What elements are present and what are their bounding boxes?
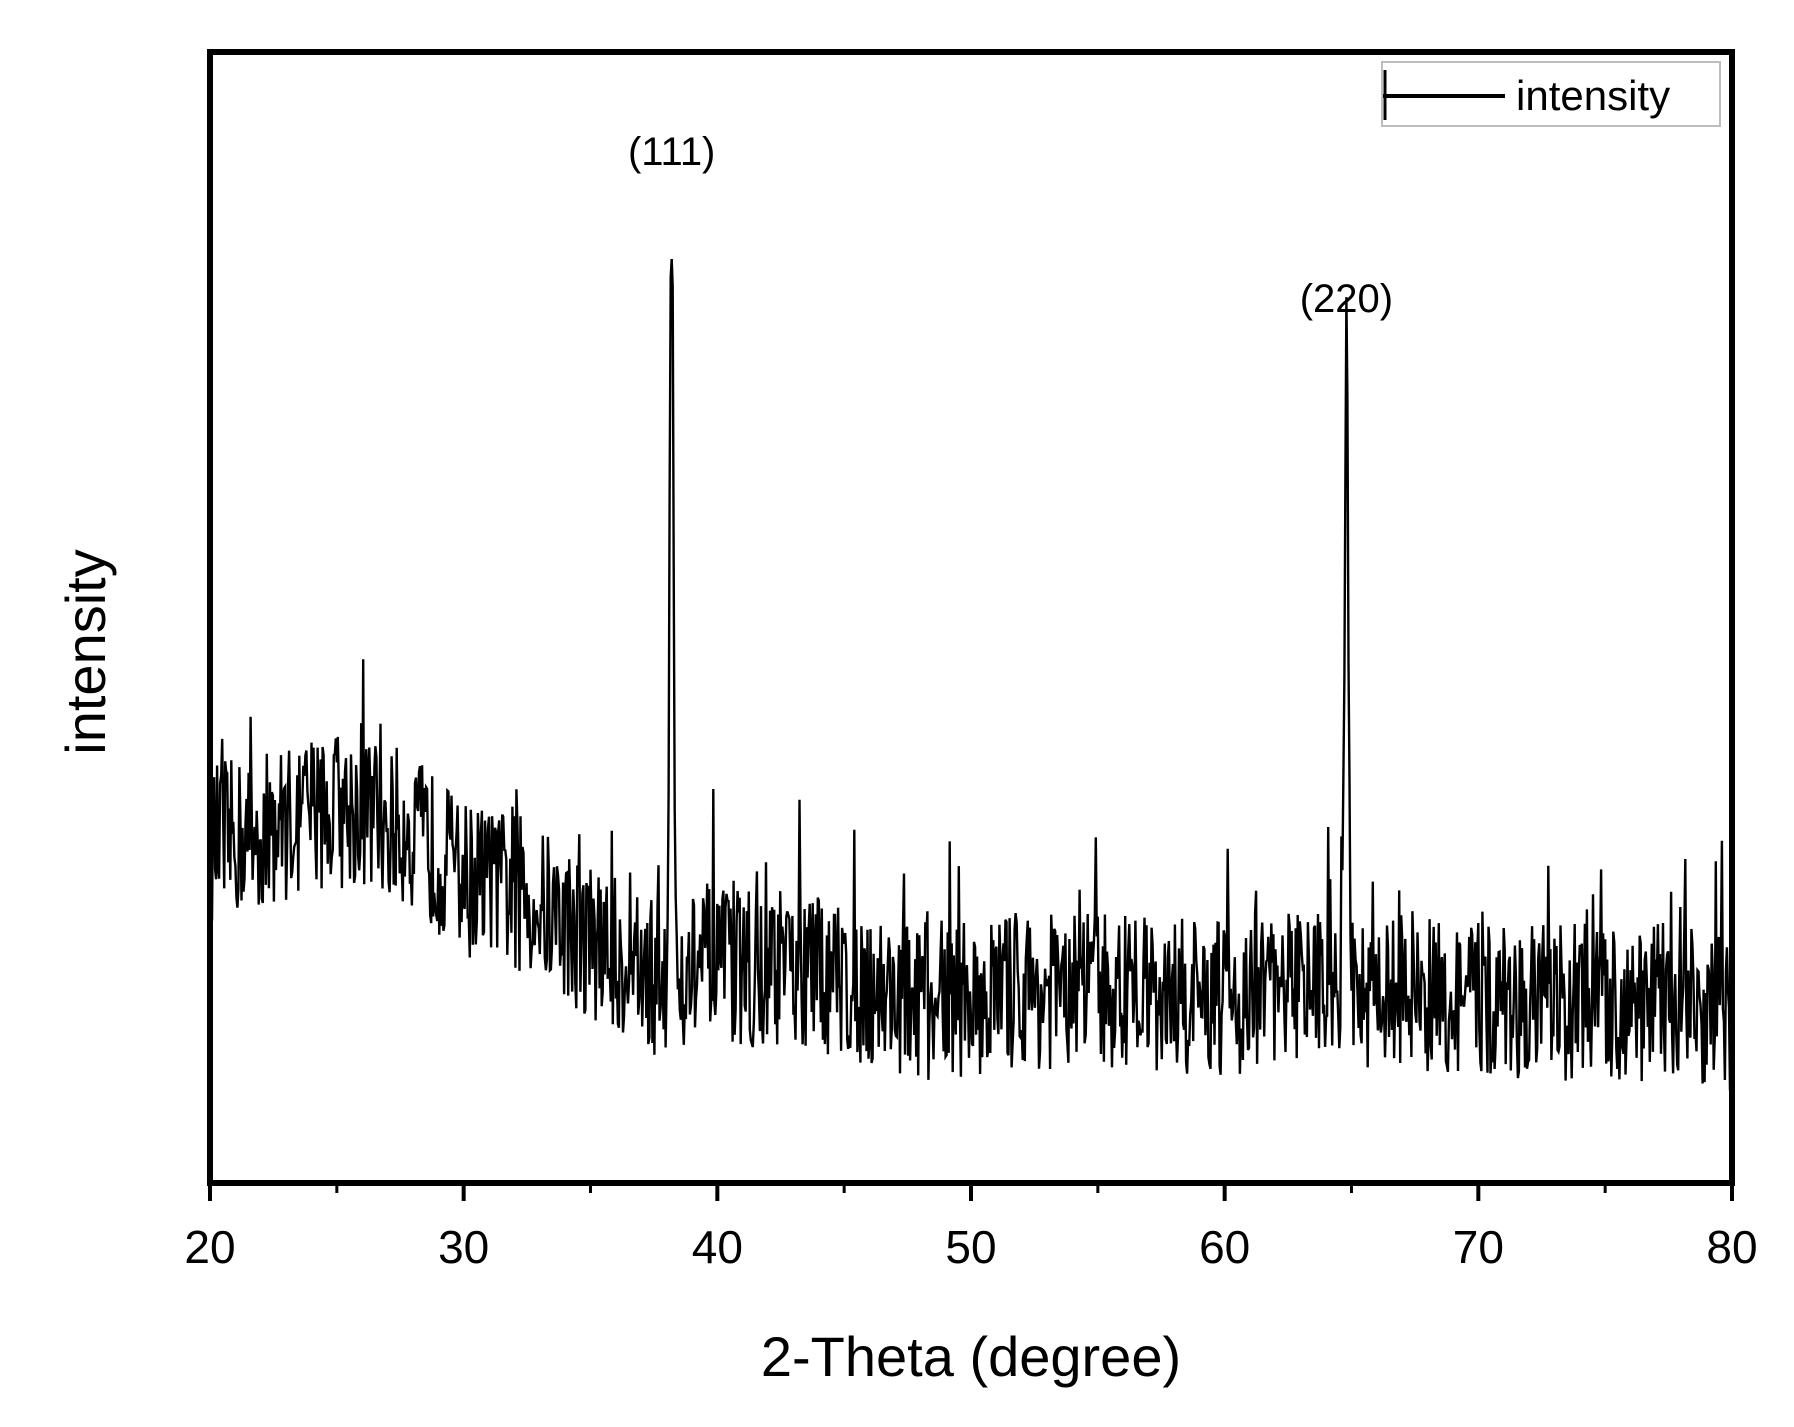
x-tick-label: 30 [438,1221,489,1273]
x-tick-label: 50 [945,1221,996,1273]
x-axis-title: 2-Theta (degree) [761,1325,1181,1388]
legend-label: intensity [1516,72,1670,119]
x-tick-label: 70 [1453,1221,1504,1273]
x-axis-ticks: 20 30 40 50 60 70 80 [184,1183,1758,1273]
y-axis-title: intensity [54,549,117,754]
peak-label: (220) [1300,277,1393,321]
x-tick-label: 40 [692,1221,743,1273]
x-tick-label: 80 [1706,1221,1757,1273]
legend: intensity [1381,61,1721,127]
peak-label: (111) [628,130,715,174]
x-tick-label: 60 [1199,1221,1250,1273]
x-tick-label: 20 [184,1221,235,1273]
series-layer [208,259,1734,1091]
peak-labels: (111) (220) [628,130,1393,321]
intensity-trace [208,259,1734,1091]
